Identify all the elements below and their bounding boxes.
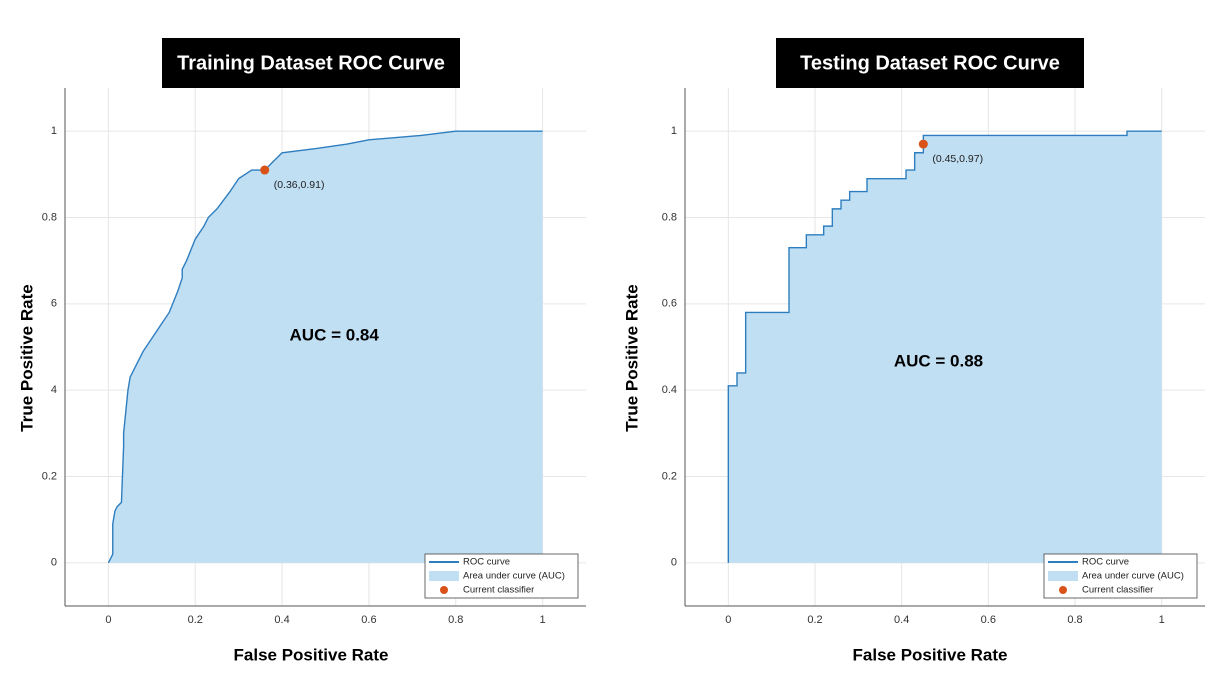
y-tick-label: 1 — [51, 125, 57, 137]
roc-line — [727, 130, 1162, 563]
x-axis-label: False Positive Rate — [853, 645, 1008, 664]
legend-label: Area under curve (AUC) — [463, 571, 565, 582]
auc-area — [108, 131, 543, 563]
legend-label: Current classifier — [463, 585, 534, 596]
legend-label: Current classifier — [1082, 585, 1153, 596]
x-tick-label: 0 — [725, 614, 731, 626]
x-tick-label: 0.2 — [188, 614, 203, 626]
chart: Training Dataset ROC Curve 0 0.2 0.4 0.6 0.8 1… — [17, 38, 586, 664]
x-tick-label: 0.6 — [361, 614, 376, 626]
y-tick-label: 4 — [51, 384, 57, 396]
x-tick-label: 0 — [105, 614, 111, 626]
y-tick-label: 0.4 — [662, 384, 677, 396]
x-tick-label: 0.8 — [1067, 614, 1082, 626]
legend-label: ROC curve — [1082, 557, 1129, 568]
title-box — [162, 38, 460, 88]
x-tick-label: 0.4 — [894, 614, 909, 626]
x-tick-label: 0.6 — [981, 614, 996, 626]
y-tick-label: 0.8 — [42, 211, 57, 223]
y-axis-label: True Positive Rate — [622, 284, 641, 431]
y-tick-label: 1 — [671, 125, 677, 137]
x-tick-label: 0.4 — [274, 614, 289, 626]
legend-area — [1048, 571, 1078, 581]
y-tick-label: 0.8 — [662, 211, 677, 223]
x-tick-label: 0.8 — [448, 614, 463, 626]
y-tick-label: 0 — [671, 557, 677, 569]
y-tick-label: 0.6 — [662, 298, 677, 310]
classifier-point — [260, 165, 270, 175]
title-box — [776, 38, 1084, 88]
y-axis-label: True Positive Rate — [17, 284, 36, 431]
x-tick-label: 1 — [1159, 614, 1165, 626]
chart-title: Training Dataset ROC Curve — [177, 52, 445, 74]
classifier-point — [918, 139, 928, 149]
legend-point — [1059, 586, 1067, 594]
x-tick-label: 0.2 — [807, 614, 822, 626]
legend-label: ROC curve — [463, 557, 510, 568]
roc-line — [107, 130, 543, 564]
point-label: (0.36,0.91) — [274, 179, 325, 191]
y-tick-label: 0.2 — [662, 470, 677, 482]
point-label: (0.45,0.97) — [932, 153, 983, 165]
auc-annotation: AUC = 0.84 — [290, 326, 380, 345]
legend-label: Area under curve (AUC) — [1082, 571, 1184, 582]
chart: Testing Dataset ROC Curve 0 0.2 0.4 0.6 0.8 1 0… — [622, 38, 1205, 664]
y-tick-label: 0.2 — [42, 470, 57, 482]
y-tick-label: 6 — [51, 298, 57, 310]
x-axis-label: False Positive Rate — [234, 645, 389, 664]
auc-annotation: AUC = 0.88 — [894, 352, 983, 371]
chart-title: Testing Dataset ROC Curve — [800, 52, 1060, 74]
legend-point — [440, 586, 448, 594]
x-tick-label: 1 — [540, 614, 546, 626]
auc-area — [728, 131, 1162, 563]
y-tick-label: 0 — [51, 557, 57, 569]
legend-area — [429, 571, 459, 581]
